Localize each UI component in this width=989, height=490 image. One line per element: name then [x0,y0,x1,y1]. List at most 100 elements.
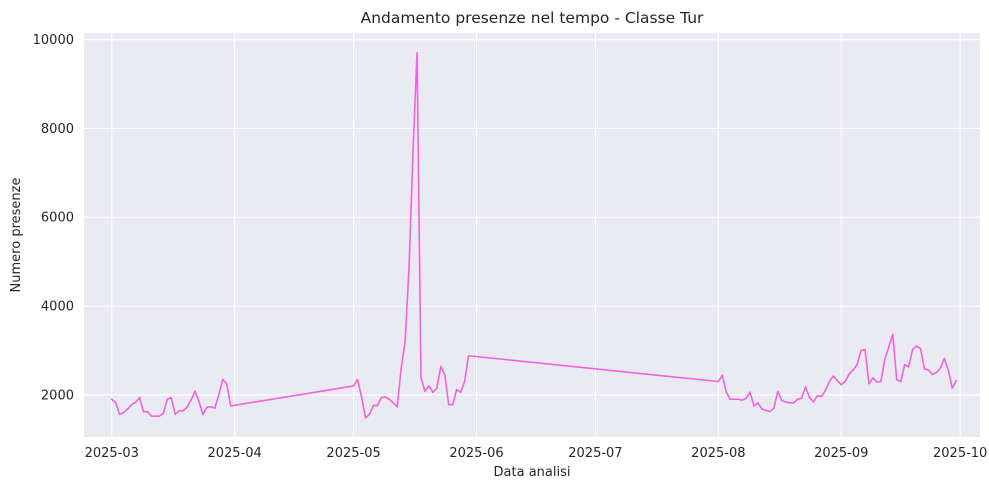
data-point [122,411,125,414]
data-point [943,357,946,360]
data-point [451,403,454,406]
data-point [880,380,882,383]
data-point [788,402,791,404]
data-point [800,397,803,400]
data-point [907,366,910,368]
data-point [388,398,391,401]
x-axis-ticks: 2025-03 2025-04 2025-05 2025-06 2025-07 2025-… [85,446,988,461]
data-point [416,52,418,54]
data-point [951,387,954,389]
data-point [194,390,196,393]
data-point [182,410,184,412]
data-point [895,378,898,381]
data-point [753,405,755,407]
data-point [860,349,862,352]
y-tick-label: 2000 [41,388,74,403]
data-point [443,374,446,376]
data-point [737,398,739,401]
x-tick-label: 2025-04 [207,446,261,461]
data-point [773,407,775,409]
y-tick-label: 10000 [33,33,74,48]
data-point [459,391,462,393]
data-point [769,410,771,413]
data-point [150,415,153,417]
data-point [206,406,208,409]
x-tick-label: 2025-09 [814,446,868,461]
data-point [368,413,371,416]
data-point [202,413,204,416]
data-point [872,377,874,379]
data-point [876,381,878,383]
plot-area [84,33,980,437]
chart-title: Andamento presenze nel tempo - Classe Tu… [361,9,704,27]
data-point [761,408,763,410]
data-point [784,401,787,403]
data-point [138,396,141,399]
data-point [955,379,958,382]
data-point [923,368,926,370]
y-tick-label: 8000 [41,122,74,137]
data-point [214,407,216,409]
data-point [868,382,870,385]
data-point [725,391,728,393]
data-point [856,363,858,366]
grid-lines [84,33,980,437]
data-point [824,389,827,392]
data-point [440,365,442,368]
series-group [110,52,958,419]
data-point [864,348,866,351]
data-point [820,395,823,398]
data-point [229,405,232,407]
data-point [840,383,843,386]
data-point [432,391,434,393]
data-point [218,394,220,396]
data-point [174,413,176,416]
data-point [110,398,113,401]
data-point [436,387,438,389]
data-point [360,395,363,398]
data-point [352,385,355,387]
data-point [947,369,950,371]
data-point [170,396,173,399]
data-point [808,396,811,399]
x-tick-label: 2025-07 [568,446,622,461]
data-point [225,382,228,385]
data-point [812,401,815,403]
data-point [796,398,799,401]
data-point [884,358,886,361]
data-point [221,378,224,381]
data-point [757,402,759,404]
y-tick-label: 4000 [41,300,74,315]
data-point [919,347,922,350]
data-point [836,379,839,382]
data-point [455,388,458,391]
x-tick-label: 2025-06 [449,446,503,461]
data-point [848,373,850,375]
x-tick-label: 2025-03 [85,446,139,461]
data-point [364,417,367,419]
data-point [741,399,743,401]
y-axis-ticks: 2000 4000 6000 8000 10000 [33,33,74,403]
x-tick-label: 2025-05 [326,446,380,461]
y-tick-label: 6000 [41,211,74,226]
data-point [844,380,846,383]
data-point [210,406,212,408]
data-point [792,402,795,404]
data-point [372,404,375,407]
data-point [729,398,732,401]
data-point [408,265,410,267]
data-point [178,410,180,412]
data-point [721,374,724,377]
data-point [717,380,720,383]
data-point [888,346,890,348]
data-point [463,380,466,383]
data-point [126,408,129,410]
data-point [412,149,414,152]
data-point [927,369,930,371]
data-point [939,367,942,369]
data-point [166,398,169,401]
data-point [392,402,395,404]
data-point [134,401,137,404]
data-point [380,396,383,399]
data-point [146,410,149,413]
